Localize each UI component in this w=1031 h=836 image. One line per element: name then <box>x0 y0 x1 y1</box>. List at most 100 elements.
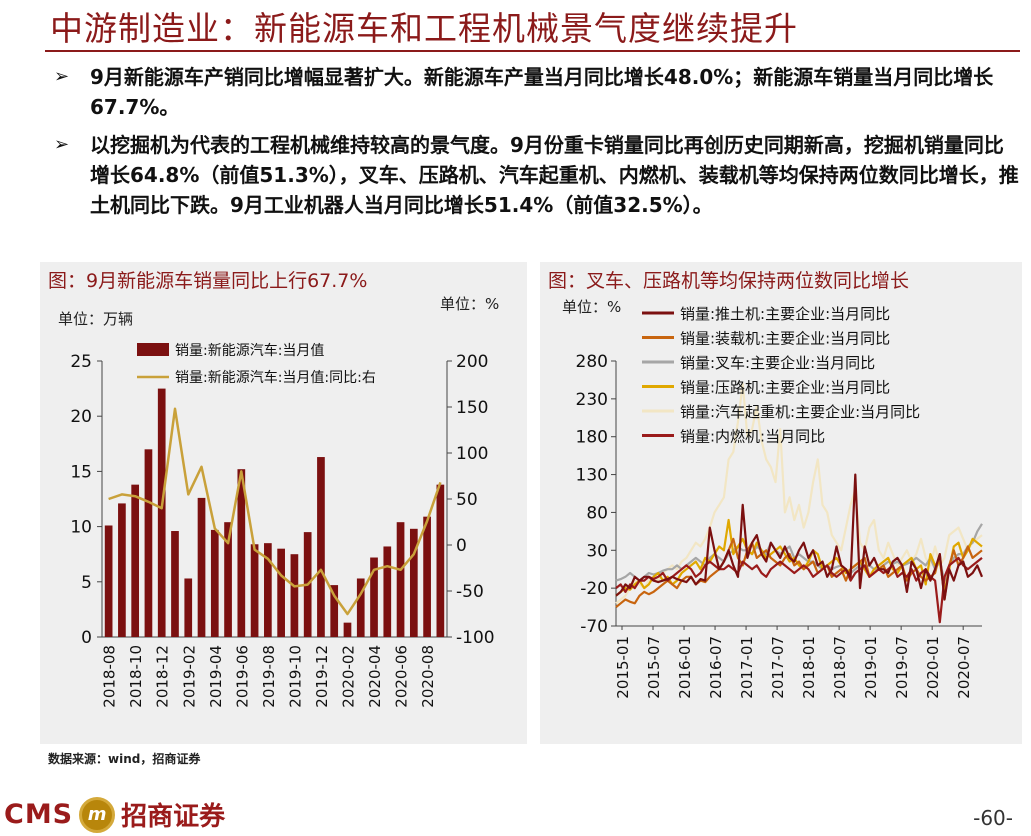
bullet-text: 9月新能源车产销同比增幅显著扩大。新能源车产量当月同比增长48.0%；新能源车销… <box>90 65 994 119</box>
series-line <box>615 537 983 608</box>
bar <box>277 548 285 637</box>
machinery-chart: 单位：% -70 -20 30 80 130 180 230 280 销量:推土机:主要企业:当月… <box>562 298 984 699</box>
x-tick-label: 2020-04 <box>366 645 384 708</box>
bar <box>104 525 113 637</box>
legend-swatch-bar <box>137 343 169 356</box>
y-tick-label: 130 <box>576 466 608 486</box>
bar <box>171 531 179 637</box>
x-tick-label: 2019-06 <box>233 645 251 708</box>
y-tick-label: 230 <box>576 390 608 410</box>
y-tick-label-right: 100 <box>456 444 488 464</box>
x-tick-label: 2020-02 <box>339 645 357 708</box>
x-tick-label: 2016-01 <box>676 636 694 699</box>
page-number: -60- <box>973 806 1013 830</box>
page-title: 中游制造业：新能源车和工程机械景气度继续提升 <box>50 9 798 48</box>
chart-title: 图：叉车、压路机等均保持两位数同比增长 <box>548 270 910 292</box>
company-logo: CMS m 招商证券 <box>4 796 225 833</box>
series-line <box>615 523 983 582</box>
x-tick-label: 2019-07 <box>893 636 911 699</box>
bar <box>118 503 126 637</box>
y-tick-label-left: 20 <box>70 407 92 427</box>
bullet-item-ev: ➢ 9月新能源车产销同比增幅显著扩大。新能源车产量当月同比增长48.0%；新能源… <box>52 62 1022 122</box>
logo-cn-text: 招商证券 <box>121 802 226 832</box>
arrow-icon: ➢ <box>54 134 70 155</box>
bar <box>396 522 405 637</box>
x-tick-label: 2018-08 <box>101 645 119 708</box>
y-tick-label-left: 0 <box>81 628 92 648</box>
data-source: 数据来源：wind，招商证券 <box>48 752 201 766</box>
bar <box>197 497 206 637</box>
unit-left-label: 单位：% <box>562 298 621 316</box>
y-tick-label-right: -50 <box>456 582 484 602</box>
bar <box>250 544 259 637</box>
bar <box>370 557 378 637</box>
x-tick-label: 2015-01 <box>614 636 632 699</box>
series-line <box>615 518 983 597</box>
bar <box>343 622 352 637</box>
bar <box>290 554 299 637</box>
x-tick-label: 2018-07 <box>831 636 849 699</box>
x-tick-label: 2019-12 <box>313 645 331 708</box>
x-tick-label: 2020-06 <box>393 645 411 708</box>
unit-right-label: 单位：% <box>440 295 499 313</box>
unit-left-label: 单位：万辆 <box>58 310 133 328</box>
legend-label: 销量:内燃机:当月同比 <box>680 428 825 446</box>
bar <box>317 457 325 637</box>
bar <box>330 585 339 637</box>
x-tick-label: 2019-08 <box>260 645 278 708</box>
bar <box>423 516 431 637</box>
bar <box>210 529 219 637</box>
y-tick-label-left: 10 <box>70 518 92 538</box>
x-tick-label: 2019-04 <box>207 645 225 708</box>
bar <box>131 484 140 637</box>
legend-label: 销量:新能源汽车:当月值:同比:右 <box>175 369 376 386</box>
y-tick-label: -70 <box>580 617 608 637</box>
x-tick-label: 2018-10 <box>127 645 145 708</box>
x-tick-label: 2018-01 <box>800 636 818 699</box>
y-tick-label-right: 0 <box>456 536 467 556</box>
y-tick-label: 30 <box>586 541 608 561</box>
y-tick-label-left: 5 <box>81 573 92 593</box>
bar <box>383 546 392 637</box>
y-tick-label-right: 50 <box>456 490 478 510</box>
logo-cms-text: CMS <box>4 799 74 830</box>
y-tick-label: 80 <box>586 503 608 523</box>
x-tick-label: 2020-08 <box>419 645 437 708</box>
bullet-item-machinery: ➢ 以挖掘机为代表的工程机械维持较高的景气度。9月份重卡销量同比再创历史同期新高… <box>52 130 1022 220</box>
series-line <box>615 473 984 601</box>
y-tick-label-left: 15 <box>70 462 92 482</box>
legend-label: 销量:压路机:主要企业:当月同比 <box>680 379 890 397</box>
legend-label: 销量:新能源汽车:当月值 <box>175 342 324 359</box>
y-tick-label: -20 <box>580 579 608 599</box>
series-line <box>615 556 983 624</box>
bar <box>184 578 193 637</box>
bar <box>264 543 272 637</box>
y-tick-label: 280 <box>576 352 608 372</box>
bar <box>157 388 166 637</box>
bar <box>144 449 153 637</box>
logo-badge-icon: m <box>79 796 116 833</box>
x-tick-label: 2018-12 <box>154 645 172 708</box>
x-tick-label: 2020-07 <box>955 636 973 699</box>
x-tick-label: 2015-07 <box>645 636 663 699</box>
y-tick-label-left: 25 <box>70 352 92 372</box>
x-tick-label: 2019-10 <box>286 645 304 708</box>
y-tick-label: 180 <box>576 428 608 448</box>
series-line-yoy <box>108 407 442 616</box>
y-tick-label-right: 200 <box>456 352 488 372</box>
legend-label: 销量:叉车:主要企业:当月同比 <box>680 354 875 372</box>
legend-label: 销量:推土机:主要企业:当月同比 <box>680 305 890 323</box>
y-tick-label-right: 150 <box>456 398 488 418</box>
chart-panel-machinery: 单位：% -70 -20 30 80 130 180 230 280 销量:推土机:主要企业:当月… <box>540 262 1022 744</box>
bar <box>436 484 445 637</box>
arrow-icon: ➢ <box>54 66 70 87</box>
bar <box>409 528 418 637</box>
bar <box>224 522 232 637</box>
bullet-list: ➢ 9月新能源车产销同比增幅显著扩大。新能源车产量当月同比增长48.0%；新能源… <box>52 62 1022 228</box>
legend-label: 销量:汽车起重机:主要企业:当月同比 <box>680 403 920 421</box>
x-tick-label: 2017-07 <box>769 636 787 699</box>
title-divider <box>45 50 1020 52</box>
x-tick-label: 2019-01 <box>862 636 880 699</box>
x-tick-label: 2020-01 <box>924 636 942 699</box>
